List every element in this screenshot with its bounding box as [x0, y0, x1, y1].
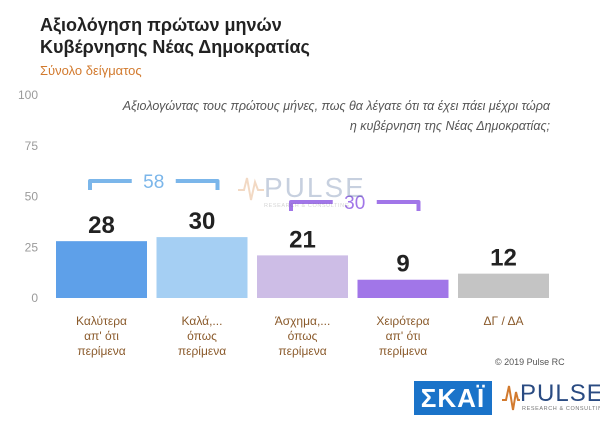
pulse-logo-sub: RESEARCH & CONSULTING: [522, 406, 600, 412]
bracket-left: [289, 200, 333, 211]
category-label: Άσχημα,...: [275, 314, 331, 328]
bracket-right: [376, 200, 421, 211]
y-tick-label: 0: [31, 291, 38, 305]
value-label: 21: [289, 226, 316, 253]
bracket-label: 30: [344, 193, 365, 214]
bracket-left: [88, 179, 132, 190]
bar: [257, 255, 348, 298]
category-label: περίμενα: [77, 344, 125, 358]
pulse-logo-name: PULSE: [520, 380, 600, 407]
category-label: περίμενα: [178, 344, 226, 358]
bracket-right: [175, 179, 220, 190]
category-label: όπως: [288, 329, 318, 343]
pulse-wave-icon: [502, 385, 520, 411]
skai-logo: ΣΚΑΪ: [414, 381, 492, 415]
value-label: 28: [88, 212, 115, 239]
bar: [56, 241, 147, 298]
y-tick-label: 75: [25, 139, 39, 153]
bar: [357, 279, 449, 298]
category-label: Χειρότερα: [376, 314, 429, 328]
value-label: 9: [396, 251, 409, 278]
title-line-2: Κυβέρνησης Νέας Δημοκρατίας: [40, 37, 310, 57]
copyright: © 2019 Pulse RC: [495, 357, 565, 367]
title-line-1: Αξιολόγηση πρώτων μηνών: [40, 15, 282, 35]
question-line-1: Αξιολογώντας τους πρώτους μήνες, πως θα …: [122, 99, 550, 113]
value-label: 30: [189, 208, 216, 235]
question-line-2: η κυβέρνηση της Νέας Δημοκρατίας;: [349, 119, 550, 133]
category-label: απ' ότι: [84, 329, 119, 343]
category-label: Καλά,...: [182, 314, 223, 328]
bar: [156, 237, 248, 298]
category-label: περίμενα: [278, 344, 326, 358]
y-tick-label: 25: [25, 240, 39, 254]
category-label: απ' ότι: [386, 329, 421, 343]
y-tick-label: 50: [25, 190, 39, 204]
bar: [458, 273, 549, 298]
category-label: περίμενα: [379, 344, 427, 358]
bracket-label: 58: [143, 172, 164, 193]
survey-question: Αξιολογώντας τους πρώτους μήνες, πως θα …: [80, 96, 550, 136]
value-label: 12: [490, 245, 517, 272]
pulse-logo: PULSE RESEARCH & CONSULTING: [502, 378, 600, 418]
category-label: ΔΓ / ΔΑ: [484, 314, 524, 328]
category-label: όπως: [187, 329, 217, 343]
chart-subtitle: Σύνολο δείγματος: [40, 63, 142, 78]
y-tick-label: 100: [18, 88, 38, 102]
category-label: Καλύτερα: [76, 314, 127, 328]
chart-title: Αξιολόγηση πρώτων μηνών Κυβέρνησης Νέας …: [40, 14, 310, 58]
